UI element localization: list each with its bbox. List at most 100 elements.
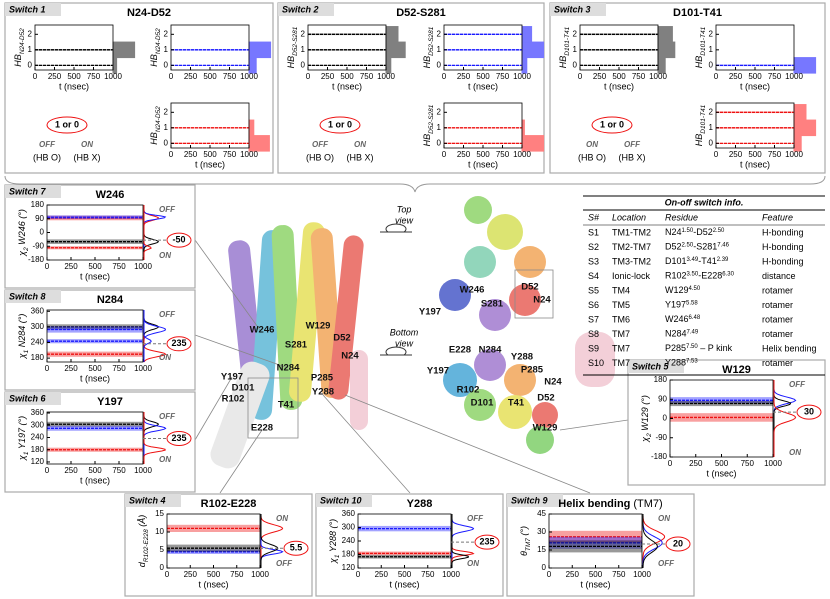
residue-part: R102	[665, 271, 687, 281]
y-tick-label: 300	[31, 420, 45, 429]
y-axis-label-part: Y288 (°)	[328, 519, 338, 555]
distribution	[260, 514, 279, 568]
residue-part: W246	[665, 314, 689, 324]
residue-label: N24	[544, 377, 562, 388]
table-cell: Ionic-lock	[612, 271, 651, 281]
table-cell: TM1-TM2	[612, 227, 651, 237]
distribution	[143, 412, 160, 464]
x-tick-label: 250	[64, 466, 78, 475]
y-axis-label-part: N284 (°)	[17, 314, 27, 350]
y-axis-label-part: 1	[23, 451, 30, 455]
distribution	[642, 514, 658, 568]
histogram-bar	[385, 57, 392, 74]
threshold-ellipse	[665, 536, 691, 552]
legend-ellipse	[319, 116, 361, 134]
table-cell: TM7	[612, 343, 630, 353]
plot-frame	[715, 102, 795, 149]
panel-tab	[5, 392, 61, 405]
y-axis-label-part: d	[137, 561, 147, 567]
y-tick-label: 15	[155, 509, 164, 518]
x-tick-label: 1000	[513, 150, 531, 159]
helix	[504, 364, 536, 396]
table-cell: TM2-TM7	[612, 242, 651, 252]
legend-ellipse-label: 1 or 0	[328, 119, 352, 129]
panel-label: Switch 2	[282, 4, 319, 14]
histogram-bar	[521, 57, 528, 74]
x-tick-label: 0	[33, 72, 38, 81]
state-label: OFF	[159, 310, 176, 319]
x-tick-label: 1000	[134, 364, 152, 373]
table-cell: rotamer	[762, 300, 793, 310]
residue-sup: 7.50	[686, 344, 698, 350]
x-tick-label: 500	[207, 570, 221, 579]
traces	[167, 524, 260, 554]
state-label: ON	[789, 448, 801, 457]
panel-frame	[4, 184, 196, 289]
y-axis-label: χ1 Y197 (°)	[17, 416, 30, 461]
x-tick-label: 0	[165, 570, 170, 579]
traces	[444, 127, 522, 144]
y-tick-label: 0	[709, 60, 714, 69]
plot-frame	[46, 411, 144, 465]
panel-title: W246	[96, 189, 125, 201]
panel-frame	[4, 289, 196, 391]
traces	[171, 49, 249, 66]
y-tick-label: 2	[301, 29, 306, 38]
plot: 0 1 2 0 250 500 750 1000 t (nsec) HBD52-S281	[286, 24, 406, 91]
x-tick-label: 750	[496, 150, 510, 159]
y-axis-label-part: χ	[328, 557, 338, 564]
histogram-bar	[112, 57, 118, 74]
y-tick-label: 120	[342, 563, 356, 572]
threshold-ellipse	[283, 540, 309, 556]
threshold-ellipse	[474, 534, 500, 550]
y-axis-label: HBN24-D52	[149, 106, 162, 145]
y-axis-label-part: 2	[23, 247, 30, 252]
residue-part: P285	[665, 343, 686, 353]
state-label: ON	[658, 514, 670, 523]
legend-note: (HB O)	[578, 152, 606, 162]
plot-frame	[357, 513, 452, 569]
plot: 120 180 240 300 360 0 250 500 750 1000 t (nsec) χ1 …	[328, 509, 500, 589]
legend-ellipse-label: 1 or 0	[600, 119, 624, 129]
pointer	[194, 334, 289, 369]
plot: 120 180 240 300 360 0 250 500 750 1000 t (nsec) χ1 …	[17, 408, 192, 485]
histogram-bar	[793, 57, 817, 74]
state-label: ON	[159, 251, 171, 260]
plot-frame	[579, 24, 659, 71]
y-axis-label: HBD101-T41	[558, 26, 571, 68]
residue-label: N24	[533, 295, 551, 306]
legend-state: ON	[354, 140, 366, 149]
x-tick-label: 0	[714, 72, 719, 81]
legend-state: OFF	[39, 140, 56, 149]
x-tick-label: 1000	[134, 262, 152, 271]
histogram-bar	[385, 26, 399, 43]
table-cell: rotamer	[762, 329, 793, 339]
helix	[487, 214, 523, 250]
histogram-bar	[248, 57, 257, 74]
residue-part: -S281	[693, 242, 717, 252]
zoom-box	[247, 377, 299, 439]
helix	[474, 349, 506, 381]
x-tick-label: 1000	[240, 72, 258, 81]
plot-frame	[46, 204, 144, 261]
panel-tab	[5, 185, 61, 198]
panel-title: D101-T41	[673, 7, 722, 19]
x-axis-label: t (nsec)	[332, 81, 362, 91]
y-axis-label-part: R102-E228	[143, 529, 150, 562]
y-axis-label-part: χ	[17, 250, 27, 257]
y-tick-label: 180	[31, 353, 45, 362]
x-tick-label: 500	[67, 72, 81, 81]
table-cell-residue: P2857.50 – P kink	[665, 343, 733, 353]
panel-title-main: R102-E228	[201, 498, 257, 510]
y-axis-label-part: (Å)	[137, 515, 147, 530]
state-label: ON	[276, 514, 288, 523]
x-axis-label: t (nsec)	[80, 271, 110, 281]
x-tick-label: 500	[748, 72, 762, 81]
histogram-bar	[657, 57, 666, 74]
x-tick-label: 1000	[134, 466, 152, 475]
panel-title: Y288	[407, 498, 433, 510]
y-tick-label: 180	[342, 550, 356, 559]
x-tick-label: 0	[169, 150, 174, 159]
x-tick-label: 250	[184, 570, 198, 579]
y-axis-label-part: D101-T41	[564, 26, 571, 55]
